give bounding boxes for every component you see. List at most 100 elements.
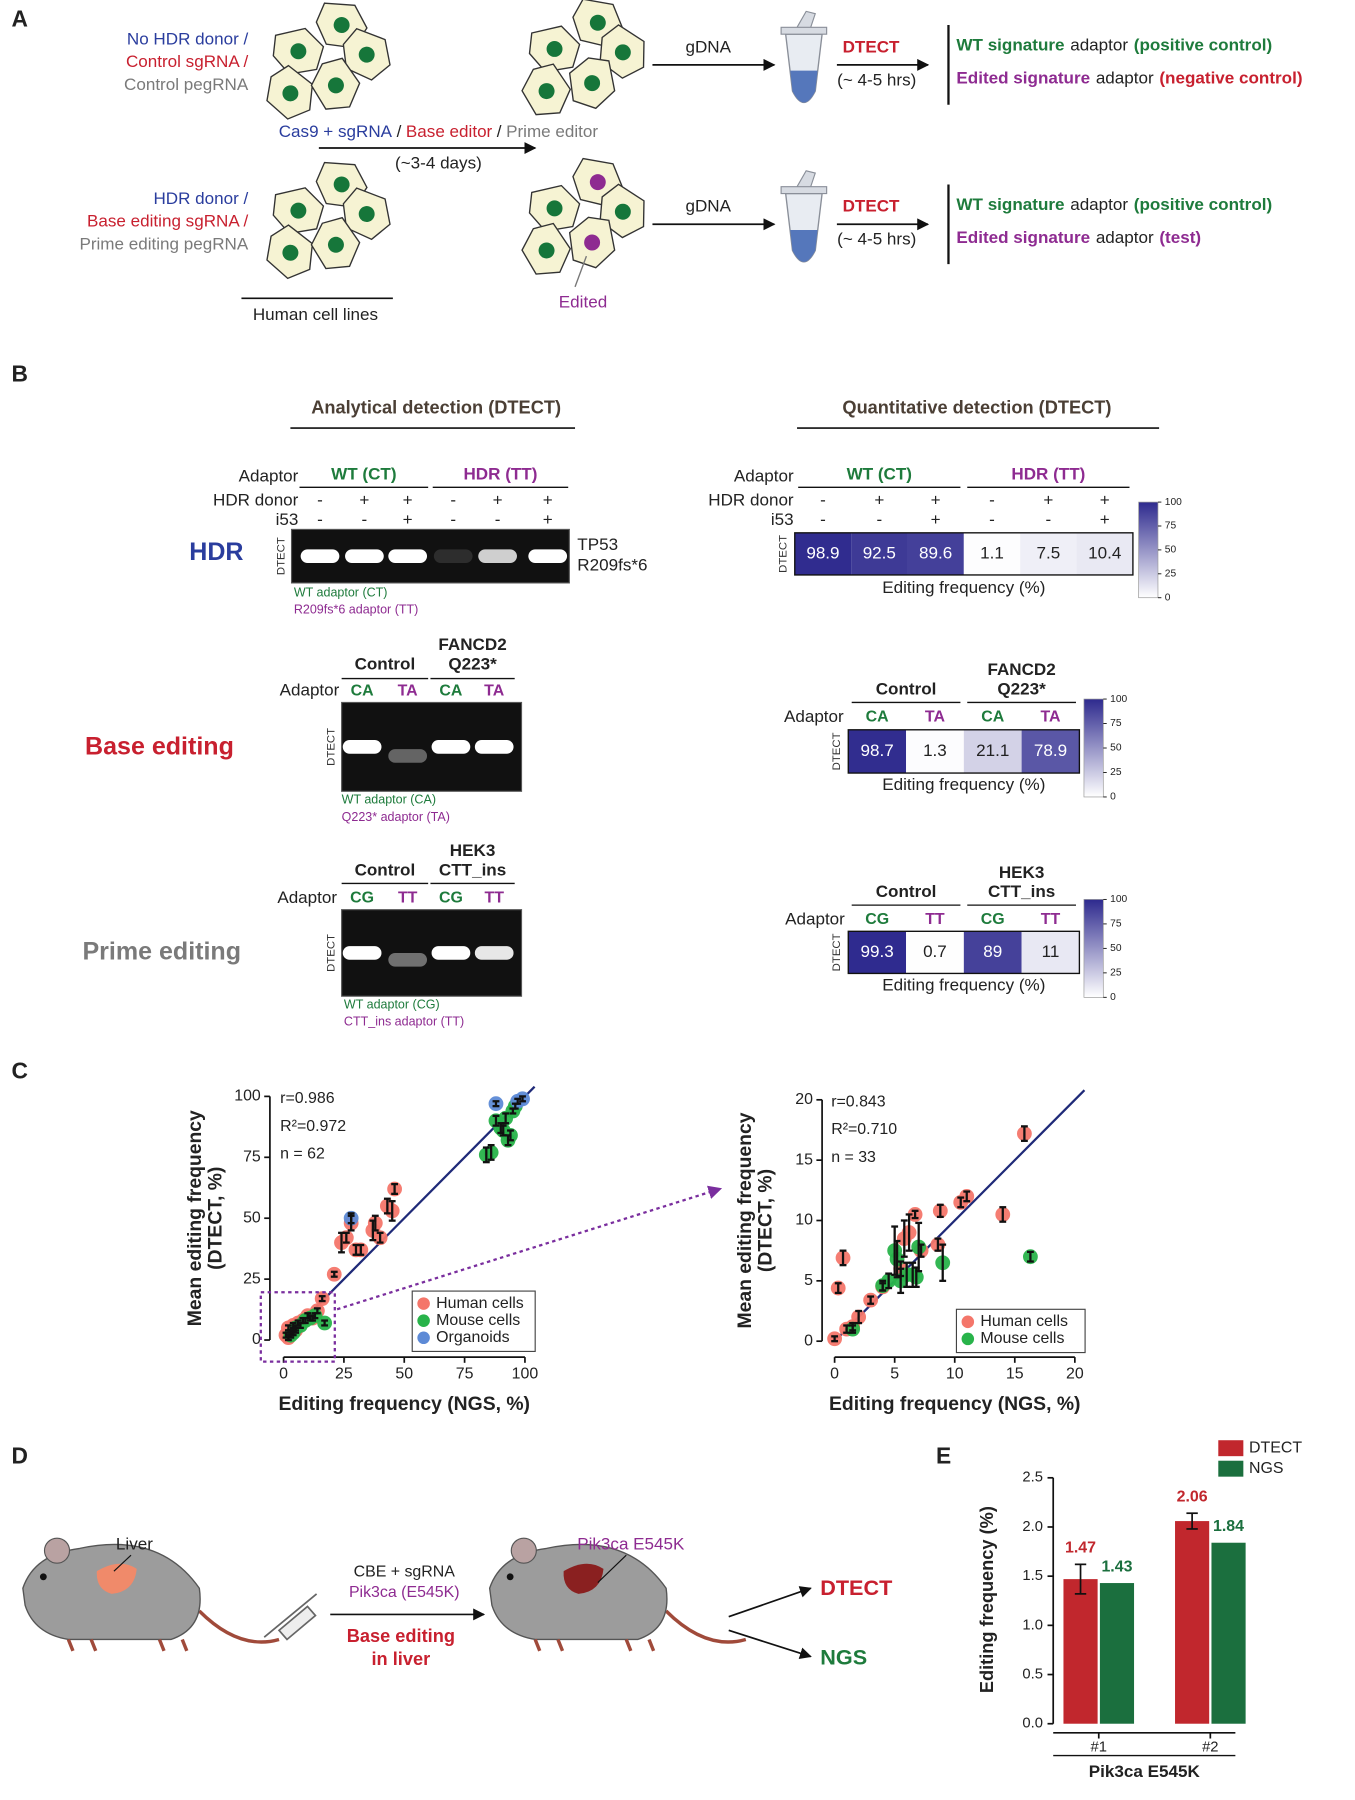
panel-label: A bbox=[11, 6, 27, 32]
colorbar-label: 100 bbox=[1110, 894, 1127, 905]
colorbar-label: 25 bbox=[1110, 767, 1122, 778]
condition-sign: - bbox=[820, 510, 826, 529]
nucleus bbox=[547, 200, 563, 216]
legend-label: Organoids bbox=[436, 1329, 509, 1346]
gel-band bbox=[528, 549, 567, 563]
label: Control sgRNA / bbox=[126, 52, 249, 71]
category-label: CA bbox=[439, 682, 462, 699]
x-tick-label: 10 bbox=[946, 1365, 964, 1382]
cell-value: 0.7 bbox=[923, 942, 947, 961]
y-axis-label: Mean editing frequency bbox=[734, 1112, 756, 1328]
x-tick-label: 75 bbox=[456, 1365, 474, 1382]
bar bbox=[1211, 1543, 1245, 1724]
cell-value: 21.1 bbox=[976, 741, 1009, 760]
group-label: Q223* bbox=[448, 654, 497, 673]
legend-swatch bbox=[1218, 1440, 1243, 1456]
cell bbox=[568, 57, 615, 109]
condition-sign: + bbox=[931, 510, 941, 529]
group-label: CTT_ins bbox=[988, 882, 1055, 901]
y-axis-label: Editing frequency (%) bbox=[977, 1506, 997, 1693]
x-tick-label: 100 bbox=[512, 1365, 539, 1382]
tube-liquid bbox=[790, 230, 817, 262]
group-label: FANCD2 bbox=[987, 660, 1055, 679]
colorbar-label: 75 bbox=[1110, 919, 1122, 930]
cell-value: 10.4 bbox=[1088, 543, 1121, 562]
condition-sign: + bbox=[1100, 510, 1110, 529]
y-tick-label: 15 bbox=[795, 1151, 813, 1168]
condition-sign: + bbox=[874, 490, 884, 509]
legend-label: Human cells bbox=[436, 1295, 524, 1312]
label: Pik3ca (E545K) bbox=[349, 1584, 460, 1601]
gel-legend: Q223* adaptor (TA) bbox=[342, 810, 450, 824]
group-label: WT (CT) bbox=[847, 464, 912, 483]
label: HDR donor / bbox=[153, 189, 248, 208]
gel-band bbox=[388, 749, 427, 763]
colorbar-label: 75 bbox=[1110, 718, 1122, 729]
y-tick-label: 75 bbox=[243, 1149, 261, 1166]
stat-text: r=0.843 bbox=[831, 1093, 886, 1110]
gel-band bbox=[432, 946, 471, 960]
y-tick-label: 0 bbox=[804, 1332, 813, 1349]
legend-marker bbox=[417, 1314, 430, 1327]
nucleus bbox=[290, 203, 306, 219]
outcome-part: adaptor bbox=[1096, 68, 1154, 87]
condition-sign: + bbox=[493, 490, 503, 509]
panel-label: B bbox=[11, 361, 27, 387]
legend-label: Mouse cells bbox=[436, 1312, 520, 1329]
gel-band bbox=[343, 740, 382, 754]
legend-label: Mouse cells bbox=[980, 1330, 1064, 1347]
label: Adaptor bbox=[784, 707, 844, 726]
gel-legend: WT adaptor (CT) bbox=[294, 585, 388, 599]
colorbar bbox=[1084, 899, 1103, 997]
mouse-leg bbox=[182, 1639, 187, 1650]
outcome: Edited signatureadaptor(negative control… bbox=[956, 68, 1302, 87]
condition-sign: + bbox=[1100, 490, 1110, 509]
category-label: CA bbox=[981, 708, 1004, 725]
group-label: HDR (TT) bbox=[1011, 464, 1085, 483]
y-tick-label: 2.5 bbox=[1022, 1470, 1043, 1486]
label: Adaptor bbox=[277, 888, 337, 907]
cell bbox=[273, 28, 323, 74]
x-tick-label: 0 bbox=[279, 1365, 288, 1382]
label: in liver bbox=[371, 1649, 430, 1669]
outcome: WT signatureadaptor(positive control) bbox=[956, 194, 1272, 213]
x-tick-label: 20 bbox=[1066, 1365, 1084, 1382]
group-label: Control bbox=[876, 882, 937, 901]
y-tick-label: 100 bbox=[234, 1088, 261, 1105]
label: Editing frequency (%) bbox=[882, 578, 1045, 597]
value-label: 2.06 bbox=[1177, 1488, 1208, 1505]
label: Edited bbox=[559, 292, 607, 311]
label: Adaptor bbox=[280, 681, 340, 700]
cell-value: 99.3 bbox=[861, 942, 894, 961]
condition-sign: + bbox=[1043, 490, 1053, 509]
gel-band bbox=[388, 549, 427, 563]
bar bbox=[1100, 1583, 1134, 1724]
stat-text: n = 62 bbox=[280, 1146, 325, 1163]
label: Pik3ca E545K bbox=[577, 1534, 685, 1553]
colorbar-label: 75 bbox=[1165, 521, 1177, 532]
group-label: Control bbox=[355, 654, 416, 673]
label: Adaptor bbox=[734, 467, 794, 486]
category-label: CA bbox=[866, 708, 889, 725]
x-axis-label: Editing frequency (NGS, %) bbox=[829, 1393, 1080, 1415]
outcome-part: WT signature bbox=[956, 35, 1064, 54]
label: DTECT bbox=[275, 537, 287, 575]
y-tick-label: 50 bbox=[243, 1209, 261, 1226]
condition-sign: - bbox=[989, 490, 995, 509]
gel-band bbox=[478, 549, 517, 563]
nucleus bbox=[290, 43, 306, 59]
category-label: CG bbox=[865, 911, 889, 928]
x-axis-label: Editing frequency (NGS, %) bbox=[279, 1393, 531, 1415]
label: Base editing bbox=[347, 1626, 455, 1646]
mouse-leg bbox=[535, 1639, 540, 1650]
row-label: HDR bbox=[189, 538, 243, 566]
label: gDNA bbox=[685, 37, 731, 56]
group-label: Control bbox=[876, 679, 937, 698]
group-label: WT (CT) bbox=[331, 464, 396, 483]
condition-sign: - bbox=[495, 510, 501, 529]
colorbar-label: 100 bbox=[1110, 694, 1127, 705]
label: Adaptor bbox=[785, 909, 845, 928]
colorbar-label: 50 bbox=[1110, 943, 1122, 954]
label: Quantitative detection (DTECT) bbox=[842, 398, 1111, 418]
x-tick-label: 50 bbox=[395, 1365, 413, 1382]
